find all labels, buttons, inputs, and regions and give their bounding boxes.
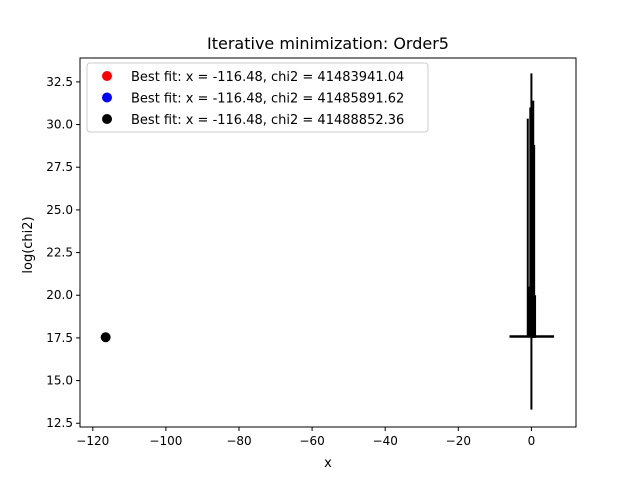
x-tick-label: −120 (76, 434, 109, 448)
y-tick-label: 17.5 (46, 331, 73, 345)
best-fit-point (100, 332, 111, 343)
y-tick-label: 22.5 (46, 246, 73, 260)
legend-label: Best fit: x = -116.48, chi2 = 41485891.6… (131, 92, 404, 107)
legend-label: Best fit: x = -116.48, chi2 = 41483941.0… (131, 70, 404, 85)
y-tick-label: 25.0 (46, 203, 73, 217)
legend: Best fit: x = -116.48, chi2 = 41483941.0… (86, 62, 429, 133)
plot-area: −120 −100 −80 −60 −40 −20 0 12.5 15.0 17.5 20.0 22.… (46, 57, 577, 448)
legend-label: Best fit: x = -116.48, chi2 = 41488852.3… (131, 113, 404, 128)
x-tick-label: 0 (528, 434, 536, 448)
legend-frame (86, 62, 429, 133)
y-tick-label: 15.0 (46, 374, 73, 388)
legend-marker-blue (102, 92, 112, 103)
y-tick-label: 12.5 (46, 416, 73, 430)
y-tick-label: 32.5 (46, 75, 73, 89)
y-tick-label: 30.0 (46, 118, 73, 132)
x-tick-label: −40 (373, 434, 398, 448)
axes-frame (79, 57, 577, 428)
chart-title: Iterative minimization: Order5 (207, 34, 449, 53)
x-axis-label: x (324, 456, 332, 471)
x-tick-label: −80 (226, 434, 251, 448)
legend-marker-red (102, 71, 112, 81)
y-tick-label: 20.0 (46, 288, 73, 302)
y-tick-label: 27.5 (46, 160, 73, 174)
x-tick-label: −60 (299, 434, 324, 448)
y-axis-label: log(chi2) (21, 216, 36, 273)
x-tick-label: −20 (446, 434, 471, 448)
x-tick-label: −100 (149, 434, 182, 448)
legend-marker-black (102, 114, 112, 124)
